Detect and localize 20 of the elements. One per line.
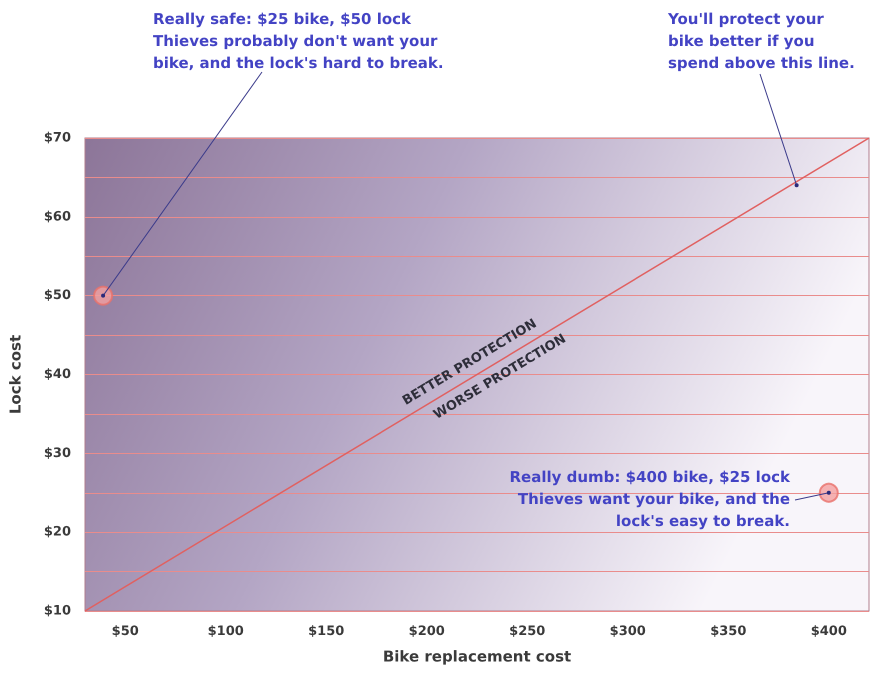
y-tick-label: $20 bbox=[44, 524, 71, 540]
annotation: You'll protect your bike better if you spend above this line. bbox=[667, 10, 855, 72]
x-tick-label: $250 bbox=[509, 624, 546, 639]
y-tick-label: $50 bbox=[44, 288, 71, 304]
y-tick-label: $10 bbox=[44, 604, 71, 618]
x-axis-title: Bike replacement cost bbox=[382, 648, 572, 666]
x-tick-label: $300 bbox=[610, 624, 646, 639]
annotation: Really dumb: $400 bike, $25 lock Thieves want your bike, and the lock's easy to break. bbox=[510, 468, 792, 530]
y-tick-label: $30 bbox=[44, 446, 71, 461]
x-tick-label: $200 bbox=[408, 624, 445, 639]
x-tick-label: $100 bbox=[208, 624, 244, 639]
annotation: Really safe: $25 bike, $50 lock Thieves probably don't want your bike, and the lock's hard to break. bbox=[153, 10, 444, 72]
x-tick-label: $400 bbox=[810, 624, 847, 639]
y-tick-label: $70 bbox=[44, 130, 71, 146]
x-tick-label: $150 bbox=[308, 624, 344, 639]
x-tick-label: $350 bbox=[710, 624, 746, 639]
y-axis-title: Lock cost bbox=[6, 334, 24, 414]
x-tick-label: $50 bbox=[112, 624, 139, 639]
y-tick-label: $40 bbox=[44, 367, 71, 382]
y-tick-label: $60 bbox=[44, 209, 71, 224]
